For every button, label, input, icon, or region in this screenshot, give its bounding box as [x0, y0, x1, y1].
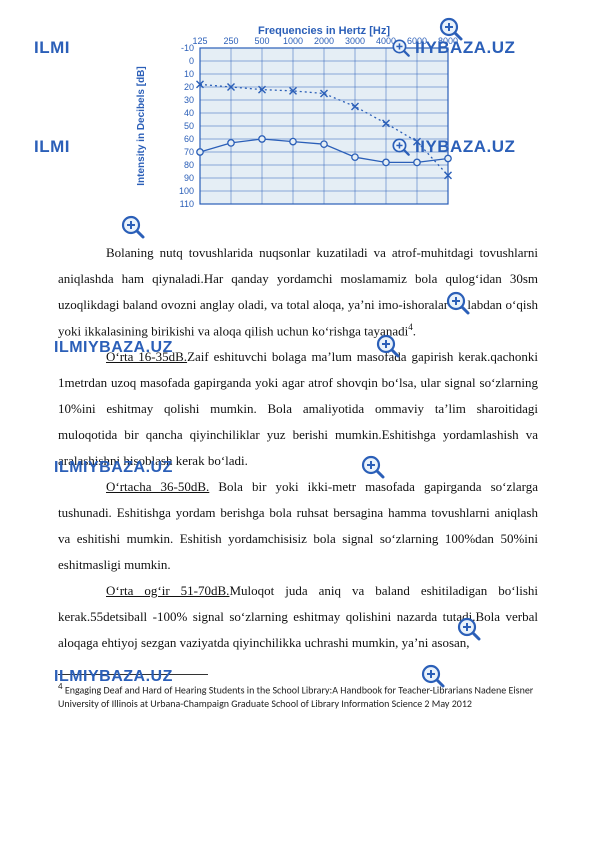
- magnifier-icon-wrap: [445, 290, 471, 321]
- magnifier-icon: [360, 454, 386, 480]
- svg-text:-10: -10: [181, 43, 194, 53]
- chart-ylabel: Intensity in Decibels [dB]: [136, 66, 147, 185]
- magnifier-icon: [391, 137, 411, 157]
- watermark-text: ILMIYBAZA.UZ: [54, 668, 173, 686]
- svg-text:125: 125: [192, 36, 207, 46]
- svg-text:60: 60: [184, 134, 194, 144]
- watermark-text: ILMIYBAZA.UZ: [54, 459, 173, 477]
- watermark-text: ILMI: [34, 38, 70, 58]
- magnifier-icon: [420, 663, 446, 689]
- svg-text:500: 500: [254, 36, 269, 46]
- svg-text:1000: 1000: [283, 36, 303, 46]
- para-3: O‘rtacha 36-50dB. Bola bir yoki ikki-met…: [58, 474, 538, 578]
- para-4-head: O‘rta og‘ir 51-70dB.: [106, 583, 229, 598]
- magnifier-icon: [456, 616, 482, 642]
- para-2: O‘rta 16-35dB.Zaif eshituvchi bolaga ma’…: [58, 344, 538, 474]
- watermark-text: IIYBAZA.UZ: [391, 137, 515, 157]
- svg-text:0: 0: [189, 56, 194, 66]
- page-root: Frequencies in Hertz [Hz] Intensity in D…: [0, 0, 596, 751]
- magnifier-icon-wrap: [360, 454, 386, 485]
- para-2-rest: Zaif eshituvchi bolaga ma’lum masofada g…: [58, 349, 538, 468]
- magnifier-icon-wrap: [456, 616, 482, 647]
- svg-text:50: 50: [184, 121, 194, 131]
- magnifier-icon: [120, 214, 146, 240]
- svg-text:80: 80: [184, 160, 194, 170]
- magnifier-icon: [375, 333, 401, 359]
- magnifier-icon: [438, 16, 464, 42]
- svg-text:20: 20: [184, 82, 194, 92]
- svg-text:90: 90: [184, 173, 194, 183]
- svg-text:30: 30: [184, 95, 194, 105]
- svg-text:110: 110: [180, 199, 194, 209]
- magnifier-icon-wrap: [375, 333, 401, 364]
- para-1-b: .: [413, 323, 416, 338]
- svg-text:10: 10: [184, 69, 194, 79]
- magnifier-icon-wrap: [420, 663, 446, 694]
- para-3-head: O‘rtacha 36-50dB.: [106, 479, 209, 494]
- svg-text:2000: 2000: [314, 36, 334, 46]
- watermark-text: ILMIYBAZA.UZ: [54, 339, 173, 357]
- magnifier-icon: [391, 38, 411, 58]
- svg-text:40: 40: [184, 108, 194, 118]
- watermark-text: ILMI: [34, 137, 70, 157]
- svg-text:70: 70: [184, 147, 194, 157]
- magnifier-icon-wrap: [438, 16, 464, 47]
- magnifier-icon: [445, 290, 471, 316]
- svg-text:250: 250: [223, 36, 238, 46]
- magnifier-icon-wrap: [120, 214, 146, 245]
- footnote-text: Engaging Deaf and Hard of Hearing Studen…: [58, 684, 533, 711]
- svg-text:100: 100: [179, 186, 194, 196]
- svg-text:3000: 3000: [345, 36, 365, 46]
